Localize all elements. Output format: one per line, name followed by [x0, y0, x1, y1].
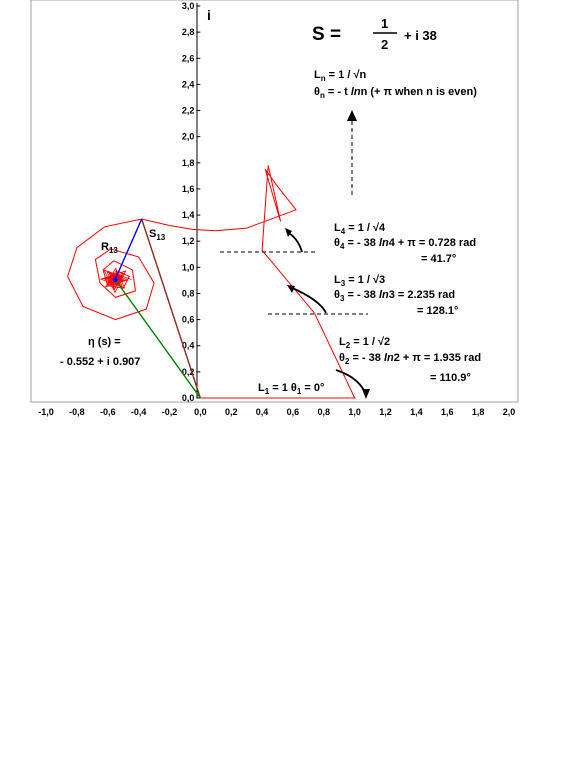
vector-eta: [114, 279, 201, 399]
s-numerator: 1: [381, 16, 388, 31]
l1-formula: L1 = 1 θ1 = 0°: [258, 382, 324, 396]
x-tick-label: -0,4: [131, 407, 147, 417]
x-tick-label: 0,4: [256, 407, 269, 417]
angle-arrow-3-icon: [287, 285, 295, 293]
theta3-formula: θ3 = - 38 ln3 = 2.235 rad: [334, 289, 455, 303]
theta4-formula: θ4 = - 38 ln4 + π = 0.728 rad: [334, 237, 476, 251]
y-tick-label: 0,8: [182, 288, 195, 298]
s13-label: S13: [149, 228, 166, 242]
y-tick-label: 2,2: [182, 106, 195, 116]
chart-frame: 0,0 0,2 0,4 0,6 0,8 1,0 1,2 1,4 1,6 1,8 2,0 2,2 2,4 2…: [30, 0, 519, 417]
x-tick-label: 2,0: [503, 407, 516, 417]
vector-layer: [112, 218, 201, 399]
y-tick-label: 2,8: [182, 27, 195, 37]
y-tick-label: 1,0: [182, 262, 195, 272]
series-line: [67, 165, 356, 399]
l2-formula: L2 = 1 / √2: [339, 336, 390, 350]
thetan-formula: θn = - t lnn (+ π when n is even): [314, 86, 477, 100]
chart-svg: 0,0 0,2 0,4 0,6 0,8 1,0 1,2 1,4 1,6 1,8 2,0 2,2 2,4 2…: [30, 0, 519, 417]
y-tick-label: 0,0: [182, 393, 195, 403]
eta-value: - 0.552 + i 0.907: [60, 356, 140, 368]
y-tick-label: 2,4: [182, 79, 195, 89]
vector-r13: [114, 218, 143, 280]
eta-point: [112, 276, 118, 282]
x-tick-label: -0,6: [100, 407, 116, 417]
x-tick-label: 1,6: [441, 407, 454, 417]
y-tick-label: 2,6: [182, 53, 195, 63]
y-tick-label: 1,4: [182, 210, 195, 220]
theta2-deg: = 110.9°: [430, 372, 471, 384]
x-tick-label: 0,0: [194, 407, 207, 417]
x-tick-label: 1,2: [379, 407, 392, 417]
y-tick-label: 2,0: [182, 132, 195, 142]
y-tick-label: 0,2: [182, 367, 195, 377]
l4-formula: L4 = 1 / √4: [334, 222, 386, 236]
theta4-deg: = 41.7°: [421, 253, 456, 265]
x-tick-label: 1,8: [472, 407, 485, 417]
angle-arc-3: [289, 286, 327, 314]
y-axis-ticks: 0,0 0,2 0,4 0,6 0,8 1,0 1,2 1,4 1,6 1,8 2,0 2,2 2,4 2…: [182, 1, 201, 403]
y-tick-label: 0,6: [182, 315, 195, 325]
x-tick-label: 0,6: [287, 407, 300, 417]
x-tick-label: -0,2: [162, 407, 178, 417]
x-tick-label: -0,8: [69, 407, 85, 417]
s-denominator: 2: [381, 37, 388, 52]
eta-label: η (s) =: [88, 336, 121, 348]
angle-arrow-4-icon: [285, 228, 292, 237]
up-arrow-head-icon: [347, 110, 357, 121]
y-tick-label: 1,8: [182, 158, 195, 168]
y-tick-label: 0,4: [182, 341, 195, 351]
vector-s13: [141, 218, 201, 399]
l3-formula: L3 = 1 / √3: [334, 274, 385, 288]
y-axis-label: i: [207, 7, 211, 23]
ln-formula: Ln = 1 / √n: [314, 69, 366, 83]
s-prefix: S =: [312, 24, 341, 45]
y-tick-label: 1,6: [182, 184, 195, 194]
x-tick-label: 0,8: [318, 407, 331, 417]
r13-label: R13: [101, 241, 118, 255]
x-tick-label: 1,4: [410, 407, 423, 417]
angle-arrow-2-icon: [362, 389, 370, 399]
x-axis-ticks: -1,0 -0,8 -0,6 -0,4 -0,2 0,0 0,2 0,4 0,6 0,8 1,0 1,…: [38, 407, 515, 417]
s-suffix: + i 38: [404, 28, 437, 43]
theta2-formula: θ2 = - 38 ln2 + π = 1.935 rad: [339, 352, 481, 366]
x-tick-label: 1,0: [348, 407, 361, 417]
y-tick-label: 1,2: [182, 236, 195, 246]
y-tick-label: 3,0: [182, 1, 195, 11]
x-tick-label: -1,0: [38, 407, 54, 417]
x-tick-label: 0,2: [225, 407, 238, 417]
theta3-deg: = 128.1°: [417, 305, 458, 317]
